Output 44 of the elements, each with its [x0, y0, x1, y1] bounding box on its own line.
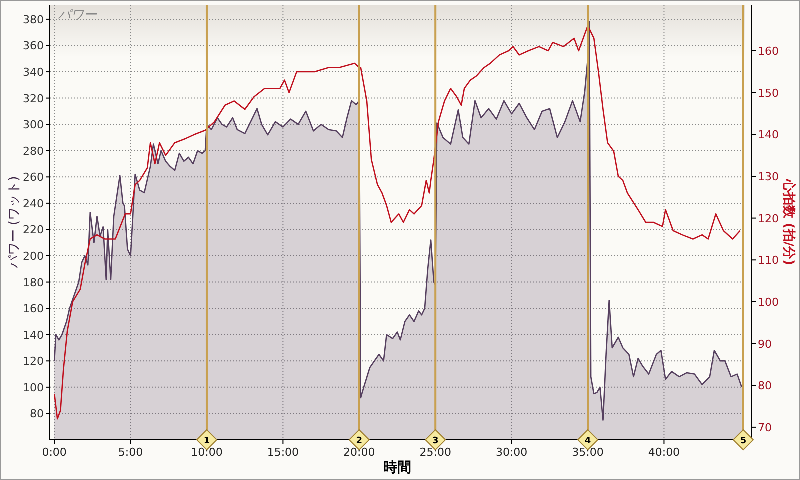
y2-tick-label: 140	[758, 128, 779, 142]
y-tick-label: 260	[23, 171, 44, 184]
y-tick-label: 300	[23, 118, 44, 132]
y-tick-label: 180	[23, 276, 44, 290]
x-tick-label: 25:00	[420, 446, 452, 459]
y-tick-label: 100	[23, 381, 44, 394]
y2-tick-label: 130	[758, 170, 779, 184]
y-axis-title: パワー (ワット)	[7, 176, 22, 270]
x-tick-label: 20:00	[344, 446, 376, 459]
x-tick-label: 30:00	[496, 446, 528, 459]
x-tick-label: 0:00	[42, 446, 67, 459]
x-tick-label: 15:00	[267, 446, 300, 459]
annotation: 1	[204, 436, 210, 446]
x-tick-label: 5:00	[118, 446, 144, 459]
y-tick-label: 140	[23, 328, 44, 342]
y2-tick-label: 80	[758, 380, 772, 393]
chart-title: パワー	[58, 8, 98, 23]
y-tick-label: 160	[23, 302, 44, 316]
y-tick-label: 200	[23, 250, 44, 264]
y-tick-label: 80	[30, 408, 44, 421]
annotation: 4	[584, 436, 592, 446]
y-tick-label: 360	[23, 40, 44, 53]
y-tick-label: 120	[23, 355, 44, 368]
y2-tick-label: 160	[758, 45, 779, 58]
y-tick-label: 280	[23, 144, 44, 158]
y-tick-label: 340	[23, 66, 44, 80]
annotation: 3	[432, 436, 439, 446]
x-tick-label: 10:00	[191, 446, 223, 459]
x-axis-title: 時間	[384, 460, 412, 476]
y2-tick-label: 90	[758, 338, 772, 351]
y2-tick-label: 100	[758, 296, 779, 309]
annotation: 2	[356, 436, 363, 446]
annotation: 5	[740, 436, 747, 446]
y2-tick-label: 70	[758, 421, 772, 434]
y-tick-label: 380	[23, 13, 44, 26]
y-tick-label: 240	[23, 197, 44, 210]
y2-tick-label: 110	[758, 254, 779, 268]
x-tick-label: 35:00	[572, 446, 604, 459]
y2-tick-label: 150	[758, 86, 779, 100]
y2-axis-title: 心拍数 (拍/分)	[781, 178, 797, 266]
y2-tick-label: 120	[758, 212, 779, 226]
y-tick-label: 320	[23, 92, 44, 106]
y-tick-label: 220	[23, 224, 44, 237]
x-tick-label: 40:00	[648, 446, 680, 459]
